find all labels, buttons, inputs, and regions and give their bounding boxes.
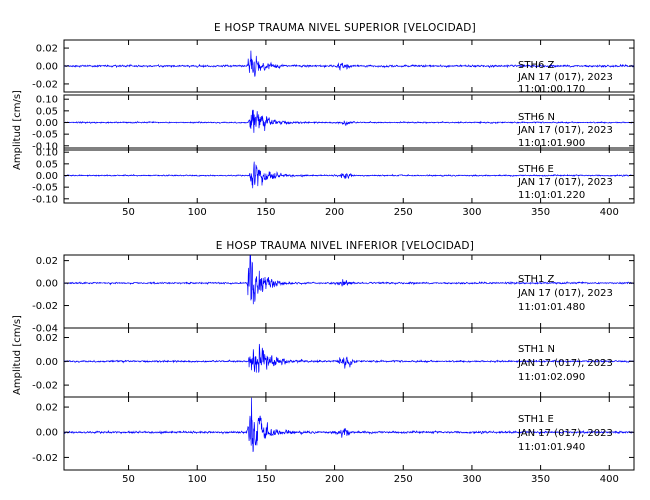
x-tick-label: 200 bbox=[325, 474, 344, 485]
x-tick-label: 350 bbox=[531, 474, 550, 485]
date-label: JAN 17 (017), 2023 bbox=[517, 72, 613, 83]
waveform-trace bbox=[63, 109, 635, 133]
y-axis-label-superior: Amplitud [cm/s] bbox=[12, 90, 23, 170]
y-tick-label: 0.00 bbox=[36, 62, 58, 73]
chart-title-inferior: E HOSP TRAUMA NIVEL INFERIOR [VELOCIDAD] bbox=[216, 240, 474, 252]
waveform-trace bbox=[63, 50, 635, 77]
y-tick-label: -0.02 bbox=[32, 381, 58, 392]
y-tick-label: 0.00 bbox=[36, 279, 58, 290]
waveform-trace bbox=[63, 255, 635, 305]
y-tick-label: 0.02 bbox=[36, 44, 58, 55]
date-label: JAN 17 (017), 2023 bbox=[517, 428, 613, 439]
start-time-label: 11:01:00.170 bbox=[518, 84, 585, 95]
trace-panel-sth6-e: STH6 E JAN 17 (017), 2023 11:01:01.220 0… bbox=[32, 147, 635, 218]
y-tick-label: -0.05 bbox=[32, 183, 58, 194]
y-tick-label: 0.00 bbox=[36, 118, 58, 129]
y-tick-label: -0.02 bbox=[32, 453, 58, 464]
y-tick-label: -0.02 bbox=[32, 301, 58, 312]
start-time-label: 11:01:01.940 bbox=[518, 442, 585, 453]
y-tick-label: 0.00 bbox=[36, 428, 58, 439]
x-tick-label: 100 bbox=[188, 207, 207, 218]
y-tick-label: 0.10 bbox=[36, 95, 58, 106]
trace-panel-sth6-n: STH6 N JAN 17 (017), 2023 11:01:01.900 0… bbox=[32, 94, 635, 152]
x-tick-label: 400 bbox=[600, 207, 619, 218]
waveform-trace bbox=[63, 161, 635, 189]
x-tick-label: 250 bbox=[394, 474, 413, 485]
station-channel-label: STH6 Z bbox=[518, 60, 555, 71]
x-tick-label: 300 bbox=[462, 474, 481, 485]
start-time-label: 11:01:01.220 bbox=[518, 190, 585, 201]
y-tick-label: 0.05 bbox=[36, 106, 58, 117]
x-tick-label: 100 bbox=[188, 474, 207, 485]
station-channel-label: STH6 N bbox=[518, 112, 555, 123]
station-channel-label: STH1 Z bbox=[518, 274, 555, 285]
y-tick-label: -0.10 bbox=[32, 194, 58, 205]
start-time-label: 11:01:02.090 bbox=[518, 372, 585, 383]
x-tick-label: 50 bbox=[122, 474, 135, 485]
y-tick-label: 0.02 bbox=[36, 256, 58, 267]
date-label: JAN 17 (017), 2023 bbox=[517, 177, 613, 188]
start-time-label: 11:01:01.480 bbox=[518, 302, 585, 313]
y-tick-label: -0.05 bbox=[32, 130, 58, 141]
trace-panel-sth1-n: STH1 N JAN 17 (017), 2023 11:01:02.090 0… bbox=[32, 327, 635, 398]
x-tick-label: 400 bbox=[600, 474, 619, 485]
y-tick-label: 0.10 bbox=[36, 148, 58, 159]
chart-group-inferior: E HOSP TRAUMA NIVEL INFERIOR [VELOCIDAD]… bbox=[12, 240, 635, 485]
panel-frame bbox=[63, 396, 635, 471]
date-label: JAN 17 (017), 2023 bbox=[517, 288, 613, 299]
waveform-trace bbox=[63, 397, 635, 452]
x-tick-label: 200 bbox=[325, 207, 344, 218]
chart-group-superior: E HOSP TRAUMA NIVEL SUPERIOR [VELOCIDAD]… bbox=[12, 22, 635, 218]
trace-panel-sth1-z: STH1 Z JAN 17 (017), 2023 11:01:01.480 0… bbox=[32, 254, 635, 335]
y-tick-label: 0.00 bbox=[36, 357, 58, 368]
x-tick-label: 250 bbox=[394, 207, 413, 218]
x-tick-label: 150 bbox=[256, 474, 275, 485]
date-label: JAN 17 (017), 2023 bbox=[517, 125, 613, 136]
y-tick-label: -0.02 bbox=[32, 79, 58, 90]
y-tick-label: 0.02 bbox=[36, 333, 58, 344]
trace-panel-sth1-e: STH1 E JAN 17 (017), 2023 11:01:01.940 0… bbox=[32, 396, 635, 485]
chart-title-superior: E HOSP TRAUMA NIVEL SUPERIOR [VELOCIDAD] bbox=[214, 22, 476, 34]
x-tick-label: 150 bbox=[256, 207, 275, 218]
y-tick-label: 0.00 bbox=[36, 171, 58, 182]
x-tick-label: 50 bbox=[122, 207, 135, 218]
y-tick-label: -0.04 bbox=[32, 324, 58, 335]
y-axis-label-inferior: Amplitud [cm/s] bbox=[12, 315, 23, 395]
station-channel-label: STH6 E bbox=[518, 164, 554, 175]
waveform-trace bbox=[63, 343, 635, 373]
y-tick-label: -0.10 bbox=[32, 141, 58, 152]
y-tick-label: 0.05 bbox=[36, 159, 58, 170]
station-channel-label: STH1 N bbox=[518, 344, 555, 355]
start-time-label: 11:01:01.900 bbox=[518, 138, 585, 149]
station-channel-label: STH1 E bbox=[518, 414, 554, 425]
x-tick-label: 350 bbox=[531, 207, 550, 218]
y-tick-label: 0.02 bbox=[36, 403, 58, 414]
date-label: JAN 17 (017), 2023 bbox=[517, 358, 613, 369]
x-tick-label: 300 bbox=[462, 207, 481, 218]
trace-panel-sth6-z: STH6 Z JAN 17 (017), 2023 11:01:00.170 0… bbox=[32, 39, 635, 95]
